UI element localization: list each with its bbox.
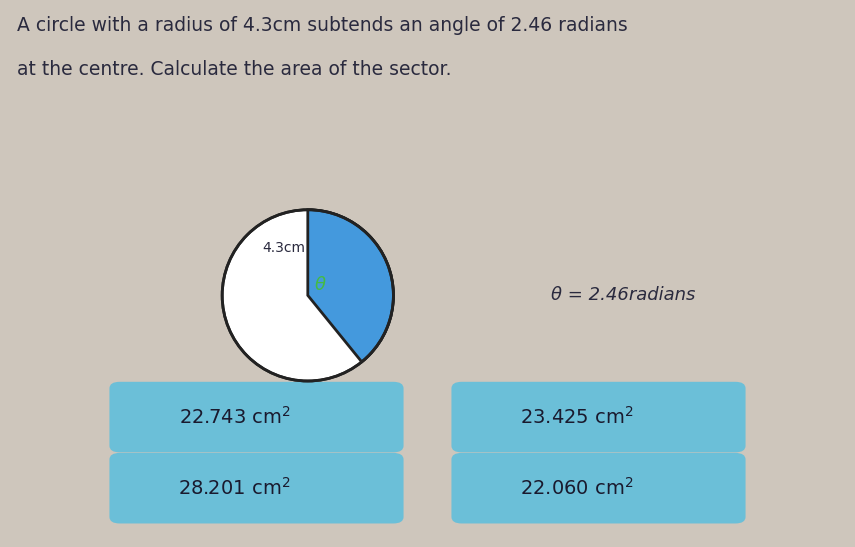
Text: 23.425 cm$^2$: 23.425 cm$^2$ — [520, 406, 634, 428]
FancyBboxPatch shape — [451, 453, 746, 523]
Text: 4.3cm: 4.3cm — [262, 241, 305, 255]
Text: 22.743 cm$^2$: 22.743 cm$^2$ — [179, 406, 291, 428]
FancyBboxPatch shape — [109, 453, 404, 523]
Text: 22.060 cm$^2$: 22.060 cm$^2$ — [520, 477, 634, 499]
FancyBboxPatch shape — [451, 382, 746, 452]
Text: θ: θ — [315, 276, 325, 294]
Text: θ = 2.46radians: θ = 2.46radians — [551, 287, 696, 304]
Text: at the centre. Calculate the area of the sector.: at the centre. Calculate the area of the… — [17, 60, 451, 79]
Text: 28.201 cm$^2$: 28.201 cm$^2$ — [179, 477, 291, 499]
Wedge shape — [308, 210, 393, 362]
Circle shape — [222, 210, 393, 381]
FancyBboxPatch shape — [109, 382, 404, 452]
Text: A circle with a radius of 4.3cm subtends an angle of 2.46 radians: A circle with a radius of 4.3cm subtends… — [17, 16, 628, 36]
